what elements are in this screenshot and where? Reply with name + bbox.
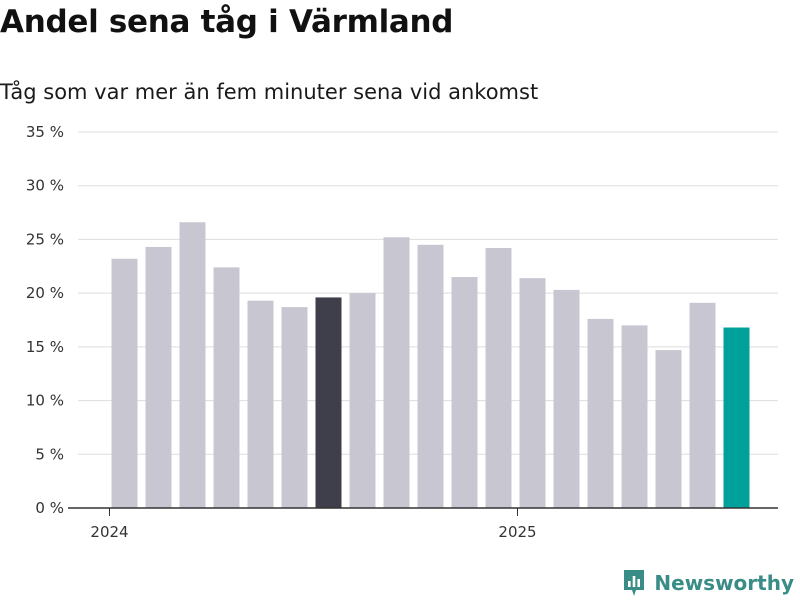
- bar: [213, 267, 240, 508]
- bar: [417, 244, 444, 509]
- bar: [451, 277, 478, 508]
- newsworthy-logo-icon: [624, 570, 645, 596]
- y-tick-label: 20 %: [26, 284, 64, 302]
- bar: [723, 327, 750, 508]
- bar: [655, 350, 682, 508]
- bar: [179, 222, 206, 509]
- bar: [145, 246, 172, 508]
- bar: [247, 300, 274, 508]
- y-tick-label: 0 %: [35, 499, 64, 517]
- y-tick-label: 25 %: [26, 230, 64, 248]
- bar: [281, 307, 308, 508]
- bar: [383, 237, 410, 508]
- chart-subtitle: Tåg som var mer än fem minuter sena vid …: [0, 80, 539, 104]
- bar: [587, 318, 614, 508]
- y-tick-label: 5 %: [35, 445, 64, 463]
- bar: [621, 325, 648, 508]
- x-tick-label: 2025: [498, 523, 536, 541]
- brand-logo: Newsworthy: [622, 566, 794, 600]
- bar: [519, 278, 546, 508]
- x-tick-label: 2024: [90, 523, 128, 541]
- y-tick-label: 15 %: [26, 338, 64, 356]
- bar: [553, 289, 580, 508]
- chart-title: Andel sena tåg i Värmland: [0, 4, 454, 40]
- brand-name: Newsworthy: [654, 571, 794, 595]
- y-tick-label: 10 %: [26, 392, 64, 410]
- bar: [315, 297, 342, 508]
- bar: [349, 293, 376, 508]
- y-tick-label: 30 %: [26, 177, 64, 195]
- y-tick-label: 35 %: [26, 123, 64, 141]
- bar: [485, 248, 512, 508]
- bar-chart: 0 % 5 % 10 % 15 % 20 % 25 % 30 % 35 % 2024 2025: [26, 123, 778, 541]
- bar: [111, 258, 138, 508]
- bar: [689, 302, 716, 508]
